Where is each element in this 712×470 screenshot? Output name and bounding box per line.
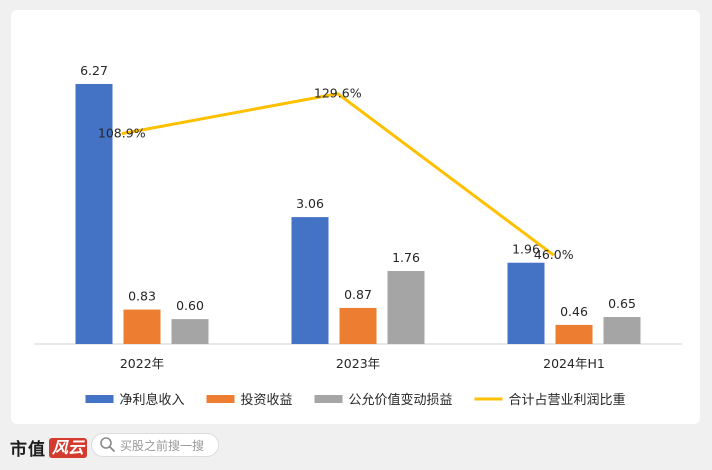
bar-2-1 <box>123 309 161 344</box>
search-placeholder: 买股之前搜一搜 <box>120 438 205 453</box>
data-label-bar-3-2: 1.76 <box>392 250 420 265</box>
bar-1-2 <box>291 217 329 344</box>
brand-name: 市值 <box>10 440 46 460</box>
category-label-2: 2023年 <box>336 356 380 371</box>
legend-swatch-3 <box>314 395 343 403</box>
footer-bar: 市值 风云 买股之前搜一搜 <box>0 424 712 470</box>
data-label-bar-2-2: 0.87 <box>344 287 372 302</box>
category-label-1: 2022年 <box>120 356 164 371</box>
data-label-bar-1-3: 1.96 <box>512 242 540 257</box>
combo-chart: 6.27 3.06 1.96 0.83 0.87 0.46 0.60 1.76 0.65 2022… <box>34 63 682 408</box>
legend-label-3: 公允价值变动损益 <box>349 392 453 408</box>
brand-logo[interactable]: 市值 风云 <box>10 435 88 460</box>
legend-swatch-2 <box>206 395 235 403</box>
bar-3-3 <box>603 317 641 344</box>
chart-card: 6.27 3.06 1.96 0.83 0.87 0.46 0.60 1.76 0.65 2022… <box>11 10 700 424</box>
bar-3-2 <box>387 271 425 344</box>
data-label-line-1-2: 129.6% <box>314 86 362 101</box>
search-icon <box>100 437 115 452</box>
legend-label-1: 净利息收入 <box>120 392 185 408</box>
data-label-bar-1-1: 6.27 <box>80 63 108 78</box>
legend-label-2: 投资收益 <box>241 392 293 408</box>
bar-2-3 <box>555 324 593 344</box>
legend-label-4: 合计占营业利润比重 <box>509 392 626 408</box>
data-label-line-1-1: 108.9% <box>98 126 146 141</box>
data-label-bar-2-1: 0.83 <box>128 289 156 304</box>
category-label-3: 2024年H1 <box>543 356 605 371</box>
data-label-bar-3-1: 0.60 <box>176 298 204 313</box>
bar-1-1 <box>75 83 113 345</box>
bar-3-1 <box>171 319 209 344</box>
data-label-line-1-3: 46.0% <box>534 247 574 262</box>
data-label-bar-1-2: 3.06 <box>296 196 324 211</box>
brand-mark: 风云 <box>49 437 88 458</box>
bar-2-2 <box>339 307 377 344</box>
search-box[interactable]: 买股之前搜一搜 <box>91 433 219 457</box>
data-label-bar-3-3: 0.65 <box>608 296 636 311</box>
data-label-bar-2-3: 0.46 <box>560 304 588 319</box>
bar-1-3 <box>507 262 545 344</box>
line-series-1 <box>121 92 555 257</box>
legend-swatch-1 <box>85 395 114 403</box>
